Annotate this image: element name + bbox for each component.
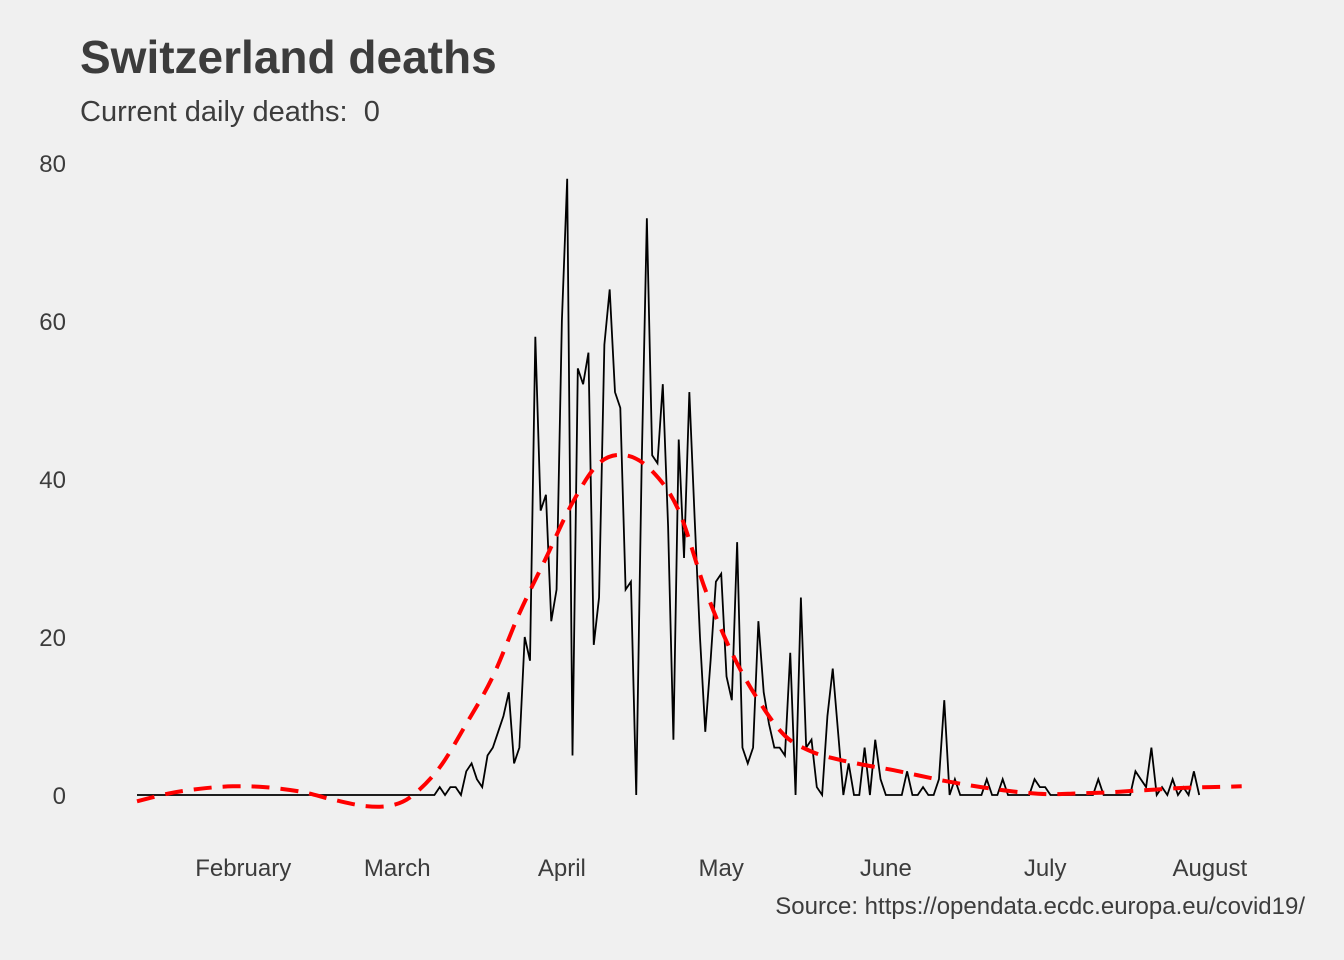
daily-deaths-line <box>137 178 1201 798</box>
subtitle-prefix: Current daily deaths: <box>80 96 348 128</box>
y-tick-label: 60 <box>39 309 66 336</box>
chart-subtitle: Current daily deaths: 0 <box>80 96 380 129</box>
x-tick-label: April <box>538 855 586 882</box>
chart-title: Switzerland deaths <box>80 31 497 83</box>
x-axis: February March April May June July August <box>195 855 1247 882</box>
y-tick-label: 20 <box>39 625 66 652</box>
y-axis: 0 20 40 60 80 <box>39 151 66 810</box>
y-tick-label: 0 <box>53 783 66 810</box>
x-tick-label: July <box>1024 855 1067 882</box>
x-tick-label: June <box>860 855 912 882</box>
y-tick-label: 80 <box>39 151 66 178</box>
y-tick-label: 40 <box>39 467 66 494</box>
x-tick-label: February <box>195 855 291 882</box>
plot-area <box>136 178 1242 809</box>
x-tick-label: August <box>1172 855 1247 882</box>
x-tick-label: May <box>699 855 744 882</box>
trend-line <box>136 452 1242 809</box>
source-caption: Source: https://opendata.ecdc.europa.eu/… <box>775 893 1305 920</box>
x-tick-label: March <box>364 855 431 882</box>
subtitle-value: 0 <box>363 96 380 128</box>
